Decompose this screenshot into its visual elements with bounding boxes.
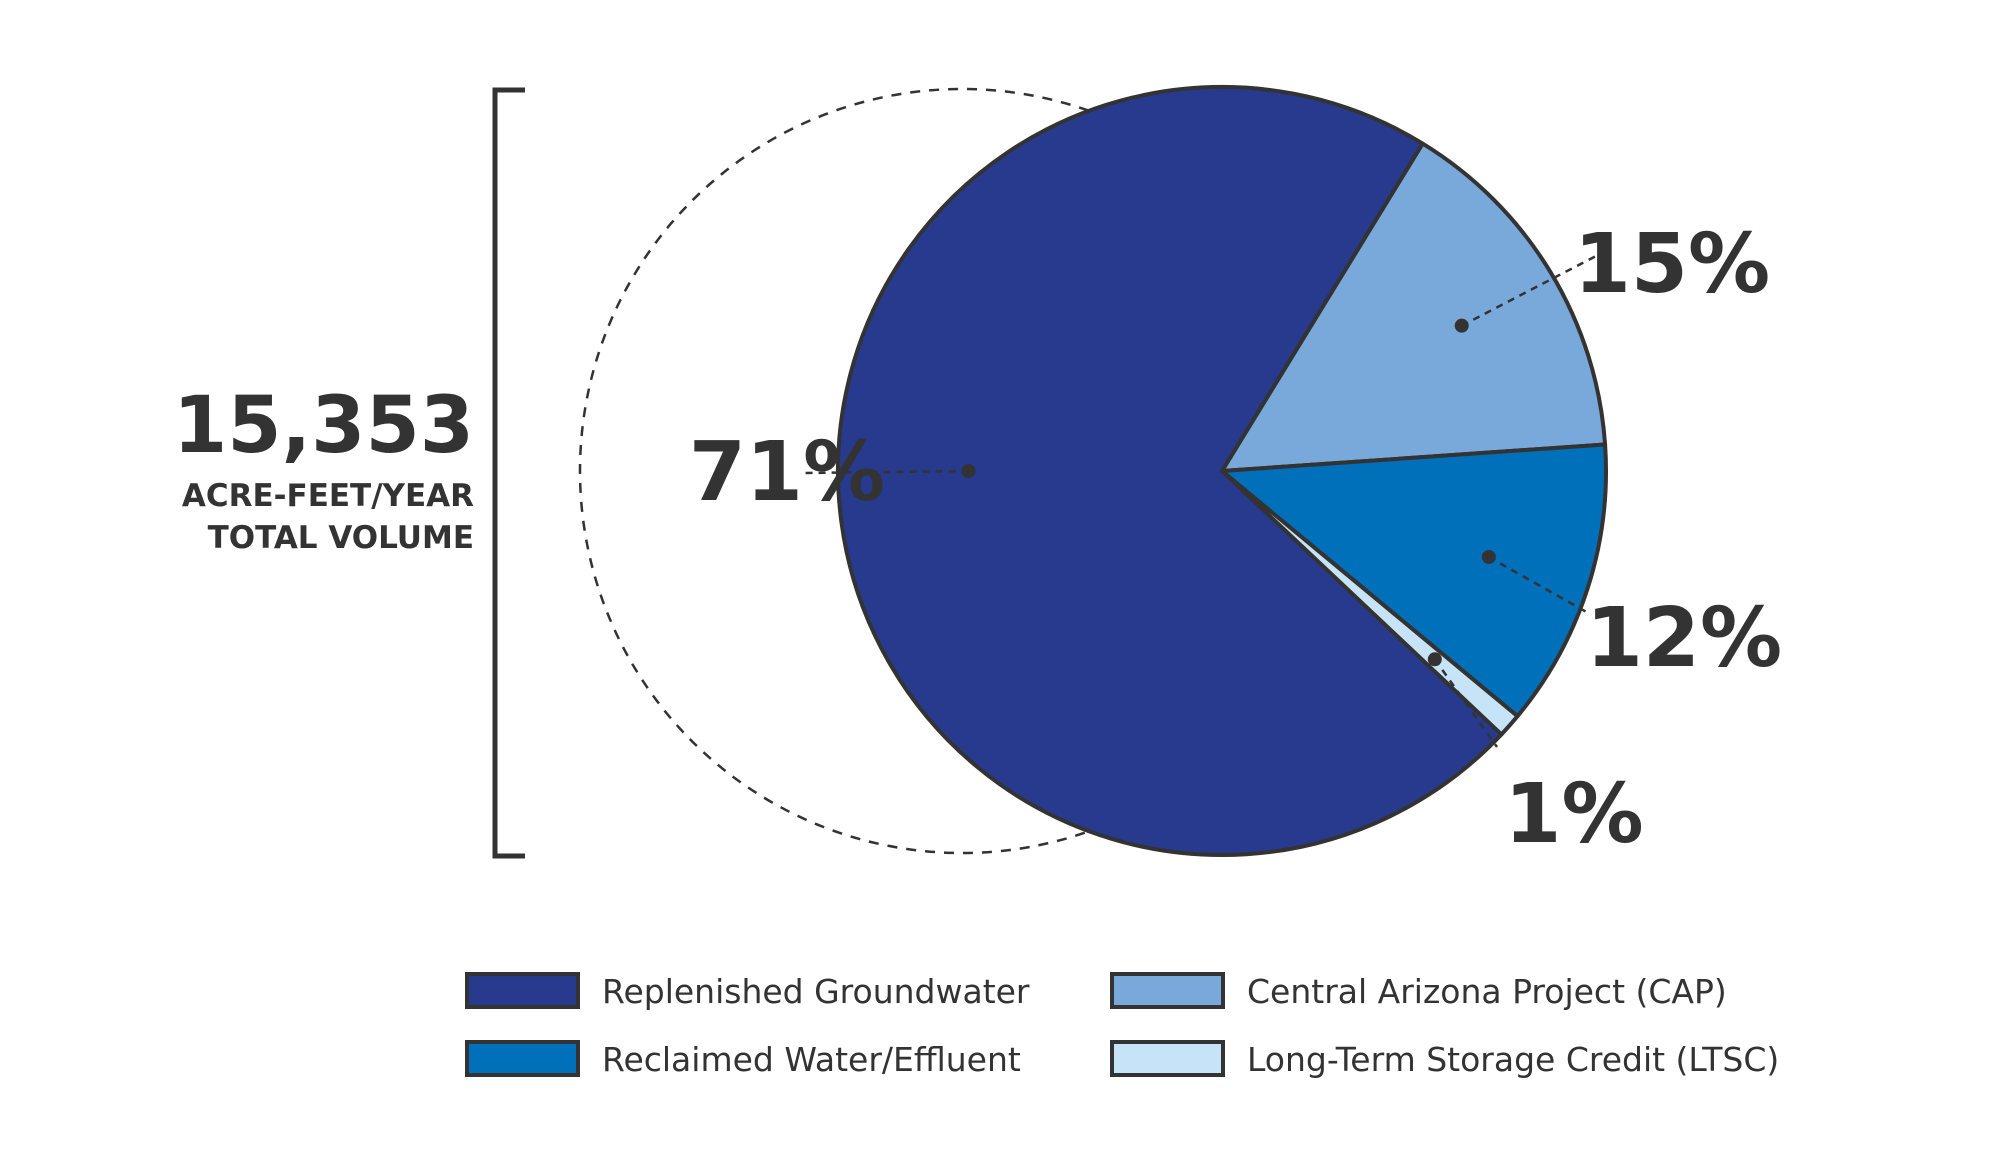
legend-label: Reclaimed Water/Effluent — [602, 1040, 1021, 1079]
leader-line — [804, 469, 969, 475]
leader-dot — [1481, 549, 1496, 564]
legend: Replenished Groundwater Central Arizona P… — [465, 972, 1779, 1079]
legend-swatch — [1110, 1040, 1225, 1077]
slice-labels: 15% 12% 1% 71% — [689, 217, 1782, 862]
leader-line — [1488, 555, 1591, 616]
pie-slices — [836, 85, 1608, 857]
percent-label: 12% — [1586, 591, 1782, 686]
legend-swatch — [1110, 972, 1225, 1009]
leader-dot — [961, 464, 976, 478]
legend-label: Replenished Groundwater — [602, 972, 1030, 1011]
percent-label: 71% — [689, 425, 885, 520]
pie-slice-replenished-groundwater — [836, 85, 1504, 857]
total-unit-label: ACRE-FEET/YEAR — [182, 478, 474, 514]
pie-slice-reclaimed-water-effluent — [1220, 442, 1608, 719]
legend-swatch — [465, 972, 580, 1009]
total-value: 15,353 — [173, 381, 474, 471]
leader-dot — [1454, 318, 1469, 333]
percent-label: 1% — [1504, 767, 1643, 862]
label-leaders — [804, 253, 1599, 748]
total-bracket — [492, 87, 525, 859]
leader-line — [1433, 658, 1499, 748]
legend-swatch — [465, 1040, 580, 1077]
leader-dot — [1427, 652, 1442, 667]
pie-slice-central-arizona-project-cap — [1220, 141, 1608, 473]
legend-label: Long-Term Storage Credit (LTSC) — [1247, 1040, 1779, 1079]
legend-label: Central Arizona Project (CAP) — [1247, 972, 1727, 1011]
percent-label: 15% — [1574, 217, 1770, 312]
total-volume-label: TOTAL VOLUME — [208, 520, 474, 556]
